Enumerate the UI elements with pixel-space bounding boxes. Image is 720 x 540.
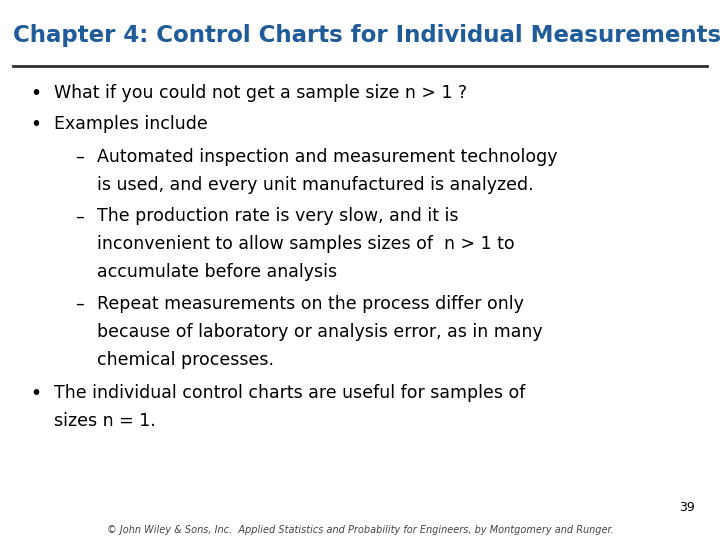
Text: –: –: [76, 295, 84, 313]
Text: –: –: [76, 207, 84, 225]
Text: accumulate before analysis: accumulate before analysis: [97, 264, 338, 281]
Text: The individual control charts are useful for samples of: The individual control charts are useful…: [54, 384, 526, 402]
Text: 39: 39: [679, 501, 695, 514]
Text: –: –: [76, 148, 84, 166]
Text: Repeat measurements on the process differ only: Repeat measurements on the process diffe…: [97, 295, 524, 313]
Text: is used, and every unit manufactured is analyzed.: is used, and every unit manufactured is …: [97, 176, 534, 194]
Text: sizes n = 1.: sizes n = 1.: [54, 412, 156, 430]
Text: chemical processes.: chemical processes.: [97, 351, 274, 369]
Text: What if you could not get a sample size n > 1 ?: What if you could not get a sample size …: [54, 84, 467, 102]
Text: •: •: [30, 84, 41, 103]
Text: •: •: [30, 115, 41, 134]
Text: The production rate is very slow, and it is: The production rate is very slow, and it…: [97, 207, 459, 225]
Text: inconvenient to allow samples sizes of  n > 1 to: inconvenient to allow samples sizes of n…: [97, 235, 515, 253]
Text: © John Wiley & Sons, Inc.  Applied Statistics and Probability for Engineers, by : © John Wiley & Sons, Inc. Applied Statis…: [107, 525, 613, 535]
Text: because of laboratory or analysis error, as in many: because of laboratory or analysis error,…: [97, 323, 543, 341]
Text: Chapter 4: Control Charts for Individual Measurements: Chapter 4: Control Charts for Individual…: [13, 24, 720, 48]
Text: Automated inspection and measurement technology: Automated inspection and measurement tec…: [97, 148, 558, 166]
Text: •: •: [30, 384, 41, 403]
Text: Examples include: Examples include: [54, 115, 208, 133]
